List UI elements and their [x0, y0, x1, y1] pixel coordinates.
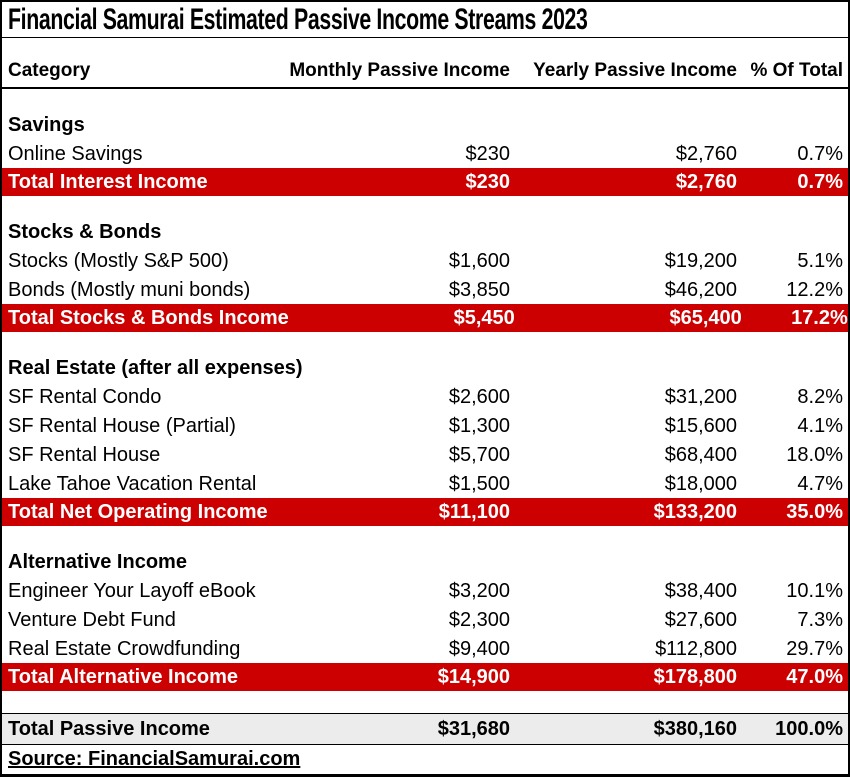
income-item-row: Stocks (Mostly S&P 500) $1,600 $19,200 5.1%: [2, 246, 848, 275]
income-item-row-yearly: $38,400: [664, 579, 737, 602]
spacer-row: [2, 691, 848, 714]
section-total-row: Total Alternative Income $14,900 $178,800 4…: [2, 663, 848, 691]
income-item-row-yearly: $15,600: [664, 414, 737, 437]
grand-total-category: Total Passive Income: [8, 718, 210, 740]
income-item-row-yearly: $68,400: [664, 443, 737, 466]
grand-total-monthly: $31,680: [437, 718, 510, 740]
income-item-row-pct: 0.7%: [797, 142, 843, 165]
source-link[interactable]: Source: FinancialSamurai.com: [8, 748, 301, 770]
income-item-row-monthly: $230: [465, 142, 511, 165]
section-total-row-monthly: $5,450: [453, 307, 515, 329]
income-item-row-monthly: $1,600: [448, 249, 510, 272]
income-item-row-monthly: $1,500: [448, 472, 510, 495]
income-item-row-yearly: $31,200: [664, 385, 737, 408]
income-item-row-yearly: $27,600: [664, 608, 737, 631]
income-item-row-monthly: $9,400: [448, 637, 510, 660]
income-item-row-yearly: $112,800: [655, 637, 737, 660]
section-heading-row-category: Savings: [8, 113, 85, 136]
spacer-row: [2, 332, 848, 353]
income-item-row-monthly: $3,850: [448, 278, 510, 301]
section-heading-row: Stocks & Bonds: [2, 217, 848, 246]
section-total-row-category: Total Alternative Income: [8, 666, 239, 688]
income-item-row-pct: 4.7%: [797, 472, 843, 495]
source-row: Source: FinancialSamurai.com: [2, 745, 848, 774]
section-total-row-monthly: $14,900: [437, 666, 510, 688]
column-header-category: Category: [8, 60, 91, 81]
table-body: Savings Online Savings $230 $2,760 0.7% Total…: [2, 89, 848, 691]
spacer-row: [2, 526, 848, 547]
section-total-row-category: Total Stocks & Bonds Income: [8, 307, 289, 329]
grand-total-row: Total Passive Income $31,680 $380,160 10…: [2, 714, 848, 745]
section-total-row-pct: 17.2%: [791, 307, 848, 329]
income-item-row-pct: 18.0%: [786, 443, 843, 466]
income-item-row-monthly: $3,200: [448, 579, 510, 602]
income-item-row-yearly: $19,200: [664, 249, 737, 272]
income-item-row-category: Engineer Your Layoff eBook: [8, 579, 256, 602]
income-item-row: Bonds (Mostly muni bonds) $3,850 $46,200 12…: [2, 275, 848, 304]
page-title: Financial Samurai Estimated Passive Inco…: [8, 2, 588, 36]
section-total-row-pct: 0.7%: [797, 171, 843, 193]
section-heading-row-category: Real Estate (after all expenses): [8, 356, 303, 379]
income-item-row: Online Savings $230 $2,760 0.7%: [2, 139, 848, 168]
income-item-row-monthly: $5,700: [448, 443, 510, 466]
section-heading-row: Savings: [2, 110, 848, 139]
section-total-row: Total Stocks & Bonds Income $5,450 $65,400…: [2, 304, 848, 332]
income-item-row-pct: 29.7%: [786, 637, 843, 660]
section-heading-row-category: Stocks & Bonds: [8, 220, 162, 243]
section-total-row-pct: 35.0%: [786, 501, 843, 523]
income-item-row-category: Lake Tahoe Vacation Rental: [8, 472, 257, 495]
section-heading-row: Alternative Income: [2, 547, 848, 576]
column-header-pct-of-total: % Of Total: [750, 60, 843, 81]
income-item-row-monthly: $2,600: [448, 385, 510, 408]
income-item-row-category: SF Rental House (Partial): [8, 414, 236, 437]
section-total-row: Total Interest Income $230 $2,760 0.7%: [2, 168, 848, 196]
section-total-row-monthly: $230: [465, 171, 511, 193]
income-item-row-monthly: $2,300: [448, 608, 510, 631]
grand-total-yearly: $380,160: [653, 718, 737, 740]
section-total-row-category: Total Interest Income: [8, 171, 208, 193]
spacer-row: [2, 89, 848, 110]
income-item-row-pct: 12.2%: [786, 278, 843, 301]
section-heading-row: Real Estate (after all expenses): [2, 353, 848, 382]
income-item-row-yearly: $46,200: [664, 278, 737, 301]
income-item-row-pct: 7.3%: [797, 608, 843, 631]
section-total-row-category: Total Net Operating Income: [8, 501, 268, 523]
spacer-row: [2, 196, 848, 217]
section-total-row-yearly: $178,800: [653, 666, 737, 688]
income-item-row: Engineer Your Layoff eBook $3,200 $38,400 1…: [2, 576, 848, 605]
income-item-row-pct: 4.1%: [797, 414, 843, 437]
column-header-monthly-passive-income: Monthly Passive Income: [289, 60, 510, 81]
column-header-yearly-passive-income: Yearly Passive Income: [533, 60, 737, 81]
income-item-row-category: Real Estate Crowdfunding: [8, 637, 241, 660]
income-item-row-category: Bonds (Mostly muni bonds): [8, 278, 251, 301]
income-item-row-yearly: $2,760: [675, 142, 737, 165]
section-total-row-yearly: $65,400: [669, 307, 742, 329]
section-total-row-monthly: $11,100: [438, 501, 510, 523]
section-total-row: Total Net Operating Income $11,100 $133,20…: [2, 498, 848, 526]
income-item-row-yearly: $18,000: [664, 472, 737, 495]
title-row: Financial Samurai Estimated Passive Inco…: [2, 2, 848, 38]
income-item-row-pct: 5.1%: [797, 249, 843, 272]
income-item-row: Venture Debt Fund $2,300 $27,600 7.3%: [2, 605, 848, 634]
section-total-row-pct: 47.0%: [786, 666, 843, 688]
income-item-row-pct: 10.1%: [786, 579, 843, 602]
income-item-row: SF Rental Condo $2,600 $31,200 8.2%: [2, 382, 848, 411]
section-total-row-yearly: $2,760: [675, 171, 737, 193]
income-item-row: SF Rental House $5,700 $68,400 18.0%: [2, 440, 848, 469]
income-item-row-pct: 8.2%: [797, 385, 843, 408]
income-item-row-category: Venture Debt Fund: [8, 608, 176, 631]
grand-total-pct: 100.0%: [775, 718, 843, 740]
income-item-row: SF Rental House (Partial) $1,300 $15,600 4.…: [2, 411, 848, 440]
income-item-row-monthly: $1,300: [448, 414, 510, 437]
income-item-row-category: SF Rental House: [8, 443, 161, 466]
table-header-row: Category Monthly Passive Income Yearly P…: [2, 38, 848, 89]
income-item-row-category: Online Savings: [8, 142, 143, 165]
income-item-row-category: SF Rental Condo: [8, 385, 162, 408]
section-total-row-yearly: $133,200: [653, 501, 737, 523]
section-heading-row-category: Alternative Income: [8, 550, 187, 573]
income-item-row: Lake Tahoe Vacation Rental $1,500 $18,000 4…: [2, 469, 848, 498]
income-item-row-category: Stocks (Mostly S&P 500): [8, 249, 229, 272]
income-item-row: Real Estate Crowdfunding $9,400 $112,800 29…: [2, 634, 848, 663]
